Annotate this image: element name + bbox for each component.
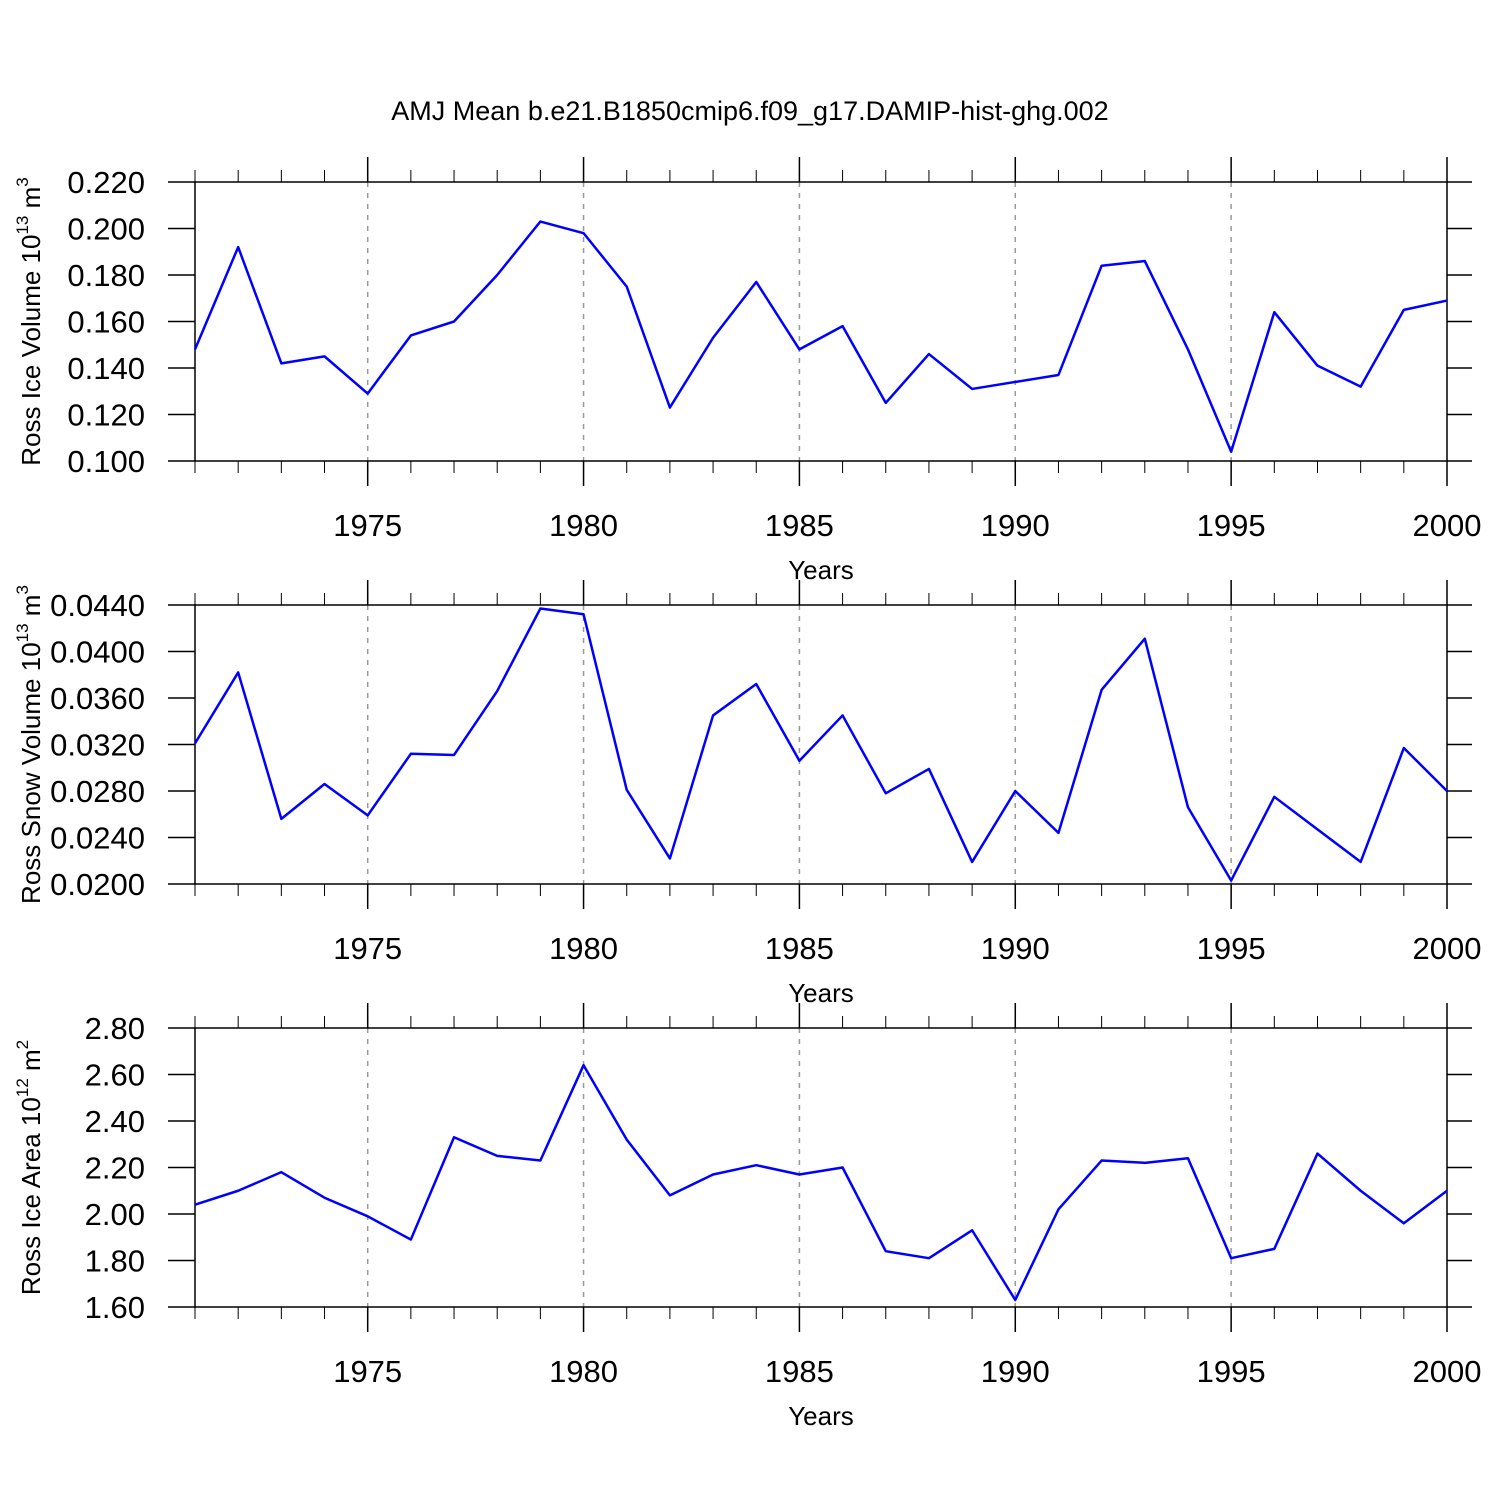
y-axis-label: Ross Ice Volume 1013 m3 <box>13 177 46 466</box>
plot-frame <box>194 604 1448 885</box>
x-tick-label: 1990 <box>981 508 1050 543</box>
x-tick-label: 1995 <box>1197 1354 1266 1389</box>
y-axis-label-part: m <box>16 1049 46 1078</box>
plot-frame <box>194 181 1448 462</box>
y-tick-label: 0.220 <box>67 165 145 200</box>
y-tick-label: 0.100 <box>67 444 145 479</box>
x-tick-label: 1985 <box>765 508 834 543</box>
y-axis-label-part: Ross Ice Volume 10 <box>16 235 46 466</box>
y-tick-label: 0.0360 <box>50 681 145 716</box>
y-tick-label: 2.20 <box>85 1151 145 1186</box>
x-tick-label: 2000 <box>1413 508 1482 543</box>
plot-frame <box>194 1027 1448 1308</box>
x-tick-label: 1995 <box>1197 931 1266 966</box>
data-line <box>194 1063 1448 1302</box>
y-axis-label-superscript: 2 <box>13 1040 32 1049</box>
y-axis-label-superscript: 13 <box>13 623 32 642</box>
x-axis-label: Years <box>788 978 854 1008</box>
x-tick-label: 1975 <box>333 508 402 543</box>
y-axis-label-part: Ross Ice Area 10 <box>16 1097 46 1295</box>
y-axis-label-part: Ross Snow Volume 10 <box>16 642 46 904</box>
y-tick-label: 0.0200 <box>50 867 145 902</box>
x-axis-label: Years <box>788 555 854 585</box>
x-tick-label: 1980 <box>549 1354 618 1389</box>
y-tick-label: 1.60 <box>85 1290 145 1325</box>
x-tick-label: 1995 <box>1197 508 1266 543</box>
y-tick-label: 0.0320 <box>50 728 145 763</box>
x-tick-label: 1975 <box>333 931 402 966</box>
data-line <box>193 220 1448 453</box>
y-axis-label-part: m <box>16 187 46 216</box>
x-tick-label: 2000 <box>1413 931 1482 966</box>
y-axis-label-superscript: 3 <box>13 585 32 594</box>
y-tick-label: 0.180 <box>67 258 145 293</box>
y-tick-label: 0.160 <box>67 305 145 340</box>
data-line <box>193 607 1448 882</box>
y-axis-label-superscript: 13 <box>13 216 32 235</box>
x-tick-label: 2000 <box>1413 1354 1482 1389</box>
y-tick-label: 2.00 <box>85 1197 145 1232</box>
chart-title: AMJ Mean b.e21.B1850cmip6.f09_g17.DAMIP-… <box>391 96 1108 126</box>
y-tick-label: 2.60 <box>85 1058 145 1093</box>
x-tick-label: 1985 <box>765 931 834 966</box>
y-tick-label: 0.140 <box>67 351 145 386</box>
y-axis-label-superscript: 3 <box>13 177 32 186</box>
y-tick-label: 0.0240 <box>50 821 145 856</box>
y-tick-label: 0.0280 <box>50 774 145 809</box>
y-tick-label: 2.40 <box>85 1104 145 1139</box>
x-tick-label: 1985 <box>765 1354 834 1389</box>
y-tick-label: 2.80 <box>85 1011 145 1046</box>
y-tick-label: 1.80 <box>85 1244 145 1279</box>
x-tick-label: 1975 <box>333 1354 402 1389</box>
y-axis-label: Ross Snow Volume 1013 m3 <box>13 585 46 904</box>
y-axis-label: Ross Ice Area 1012 m2 <box>13 1040 46 1295</box>
x-axis-label: Years <box>788 1401 854 1431</box>
x-tick-label: 1980 <box>549 508 618 543</box>
x-tick-label: 1990 <box>981 1354 1050 1389</box>
y-axis-label-superscript: 12 <box>13 1078 32 1097</box>
y-tick-label: 0.0400 <box>50 635 145 670</box>
x-tick-label: 1990 <box>981 931 1050 966</box>
x-tick-label: 1980 <box>549 931 618 966</box>
y-tick-label: 0.0440 <box>50 588 145 623</box>
y-axis-label-part: m <box>16 595 46 624</box>
y-tick-label: 0.200 <box>67 212 145 247</box>
y-tick-label: 0.120 <box>67 398 145 433</box>
